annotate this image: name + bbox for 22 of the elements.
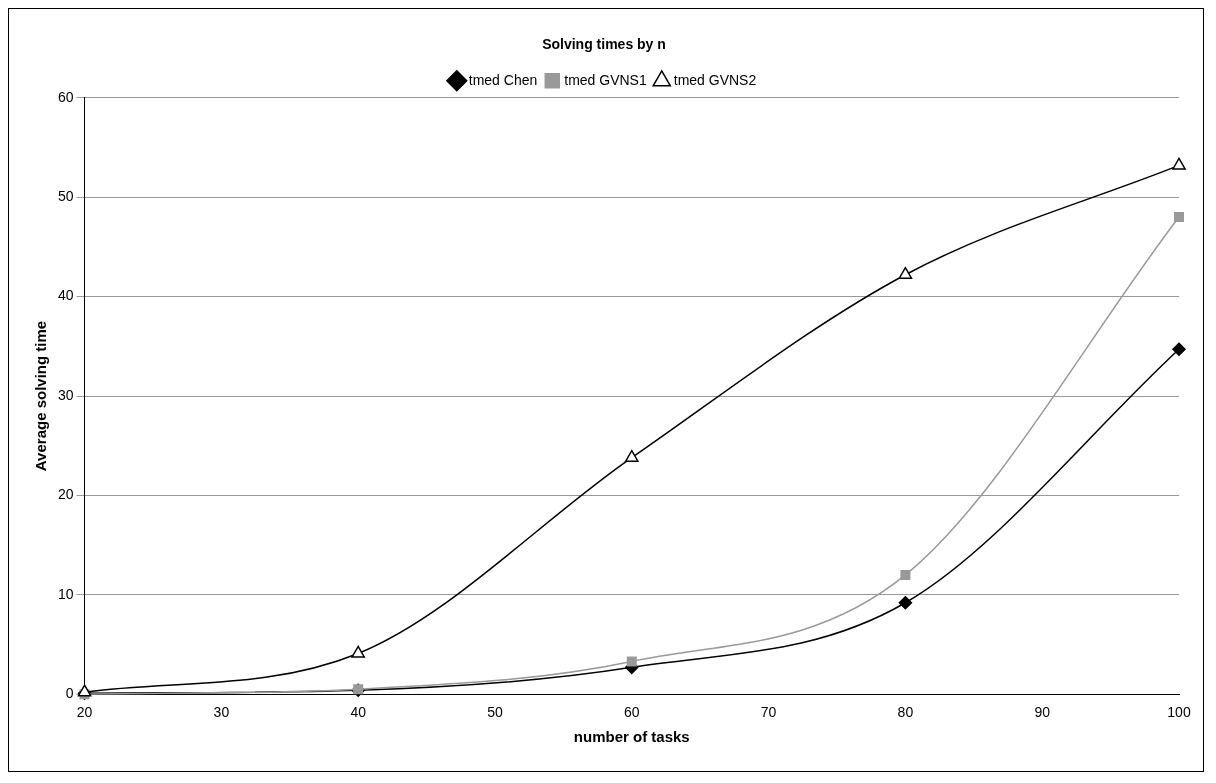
y-tick-label: 30: [57, 386, 74, 403]
x-tick-label: 40: [350, 704, 367, 721]
x-tick-label: 70: [760, 704, 777, 721]
legend-label: tmed GVNS1: [564, 71, 647, 88]
x-tick-label: 50: [487, 704, 503, 721]
x-tick-label: 90: [1034, 704, 1051, 721]
x-tick-label: 20: [76, 704, 93, 721]
y-tick-label: 0: [65, 685, 74, 702]
x-tick-label: 30: [213, 704, 230, 721]
x-tick-label: 60: [624, 704, 640, 721]
y-tick-label: 50: [57, 188, 74, 205]
y-tick-label: 60: [57, 88, 74, 105]
x-tick-label: 80: [897, 704, 914, 721]
y-tick-label: 40: [57, 287, 74, 304]
y-tick-label: 10: [57, 585, 74, 602]
chart-title: Solving times by n: [542, 36, 666, 53]
legend-label: tmed Chen: [468, 71, 538, 88]
x-tick-label: 100: [1167, 704, 1191, 721]
x-axis-title: number of tasks: [573, 728, 690, 746]
y-tick-label: 20: [57, 486, 74, 503]
legend-label: tmed GVNS2: [673, 71, 757, 88]
y-axis-title: Average solving time: [32, 320, 50, 472]
